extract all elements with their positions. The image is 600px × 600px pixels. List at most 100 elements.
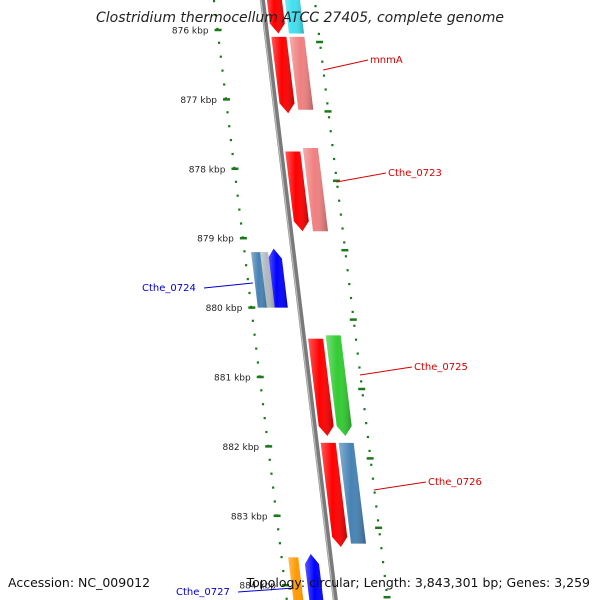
minor-tick — [346, 269, 349, 272]
minor-tick — [221, 69, 224, 72]
minor-tick — [385, 588, 388, 591]
minor-tick — [338, 199, 341, 202]
tick-track: 876 kbp 877 kbp 878 kbp 879 kbp 880 kbp 881 k… — [172, 0, 391, 600]
minor-tick — [329, 130, 332, 133]
minor-tick — [361, 394, 364, 397]
minor-tick — [248, 291, 251, 295]
minor-tick — [234, 180, 238, 183]
minor-tick — [268, 458, 271, 461]
minor-tick — [231, 152, 234, 156]
minor-tick — [321, 60, 324, 63]
minor-tick — [354, 338, 358, 341]
minor-tick — [383, 574, 386, 578]
gene-cthe-0726[interactable] — [320, 442, 348, 547]
gene-cthe-0727[interactable] — [305, 554, 327, 600]
cds-cthe-0726-shading — [338, 442, 366, 544]
gene-cthe-0725-shading — [308, 338, 334, 436]
gene-cthe-0723[interactable] — [285, 151, 309, 232]
cds-cthe-0724[interactable] — [251, 252, 268, 308]
minor-tick — [356, 352, 359, 355]
gene-876-upper[interactable] — [266, 0, 285, 34]
minor-tick — [270, 472, 273, 475]
minor-tick — [214, 13, 217, 17]
gene-label[interactable]: Cthe_0727 — [176, 587, 230, 598]
gene-mnma[interactable] — [271, 36, 295, 114]
cds-cthe-0727[interactable] — [288, 557, 306, 600]
tick-label: 881 kbp — [214, 374, 251, 384]
minor-tick — [228, 125, 231, 128]
cds-876-upper-shading — [284, 0, 304, 34]
cds-mnma[interactable] — [289, 36, 314, 110]
feature-track — [251, 0, 366, 600]
minor-tick — [245, 264, 248, 267]
genome-backbone — [259, 0, 338, 600]
minor-tick — [260, 389, 263, 392]
minor-tick — [246, 278, 249, 281]
minor-tick — [253, 333, 256, 336]
tick-label: 876 kbp — [172, 27, 209, 37]
minor-tick — [368, 449, 371, 452]
minor-tick — [363, 408, 366, 411]
gene-label[interactable]: Cthe_0723 — [388, 168, 442, 179]
minor-tick — [229, 139, 233, 142]
gene-cthe-0723-shading — [285, 151, 309, 232]
tick-label: 880 kbp — [206, 304, 243, 314]
minor-tick — [243, 250, 246, 253]
gene-label[interactable]: Cthe_0724 — [142, 283, 196, 294]
minor-tick — [351, 310, 354, 313]
minor-tick — [370, 463, 373, 466]
gene-cthe-0726-shading — [320, 442, 348, 547]
gene-label[interactable]: Cthe_0725 — [414, 362, 468, 373]
minor-tick — [373, 491, 376, 494]
minor-tick — [331, 144, 334, 147]
minor-tick — [343, 241, 346, 244]
minor-tick — [273, 500, 276, 503]
cds-876-upper[interactable] — [284, 0, 305, 34]
minor-tick — [212, 0, 216, 3]
gene-label[interactable]: mnmA — [370, 55, 403, 66]
minor-tick — [375, 505, 378, 508]
minor-tick — [251, 319, 254, 322]
minor-tick — [348, 283, 351, 286]
minor-tick — [366, 435, 369, 439]
minor-tick — [339, 213, 342, 216]
cds-cthe-0725[interactable] — [325, 335, 352, 436]
minor-tick — [236, 194, 239, 197]
minor-tick — [365, 422, 368, 425]
cds-cthe-0726[interactable] — [338, 442, 366, 544]
minor-tick — [263, 417, 266, 420]
minor-tick — [265, 430, 268, 434]
gene-label-leader — [203, 282, 253, 289]
minor-tick — [326, 102, 329, 105]
minor-tick — [278, 542, 281, 545]
minor-tick — [358, 366, 361, 369]
minor-tick — [376, 519, 380, 522]
cds-cthe-0724-b-shading — [260, 252, 275, 308]
minor-tick — [223, 83, 226, 86]
minor-tick — [238, 208, 241, 211]
minor-tick — [255, 347, 258, 350]
minor-tick — [280, 556, 283, 559]
minor-tick — [360, 380, 363, 383]
minor-tick — [319, 46, 322, 49]
minor-tick — [324, 88, 327, 91]
minor-tick — [334, 171, 337, 174]
gene-label-leader — [237, 587, 294, 593]
minor-tick — [344, 255, 348, 258]
gene-cthe-0727-shading — [305, 554, 324, 600]
gene-cthe-0725[interactable] — [308, 338, 334, 436]
genome-title: Clostridium thermocellum ATCC 27405, com… — [96, 10, 504, 26]
minor-tick — [327, 116, 331, 119]
cds-cthe-0723[interactable] — [302, 148, 328, 232]
accession-text: Accession: NC_009012 — [8, 575, 151, 590]
tick-label: 878 kbp — [189, 165, 226, 175]
gene-label-leader — [373, 481, 427, 491]
cds-cthe-0724-b[interactable] — [260, 252, 275, 308]
gene-label-leader — [359, 366, 413, 376]
tick-label: 884 kbp — [239, 582, 276, 592]
minor-tick — [282, 569, 285, 573]
minor-tick — [378, 533, 381, 536]
minor-tick — [285, 597, 288, 600]
gene-label[interactable]: Cthe_0726 — [428, 477, 482, 488]
minor-tick — [353, 324, 356, 327]
